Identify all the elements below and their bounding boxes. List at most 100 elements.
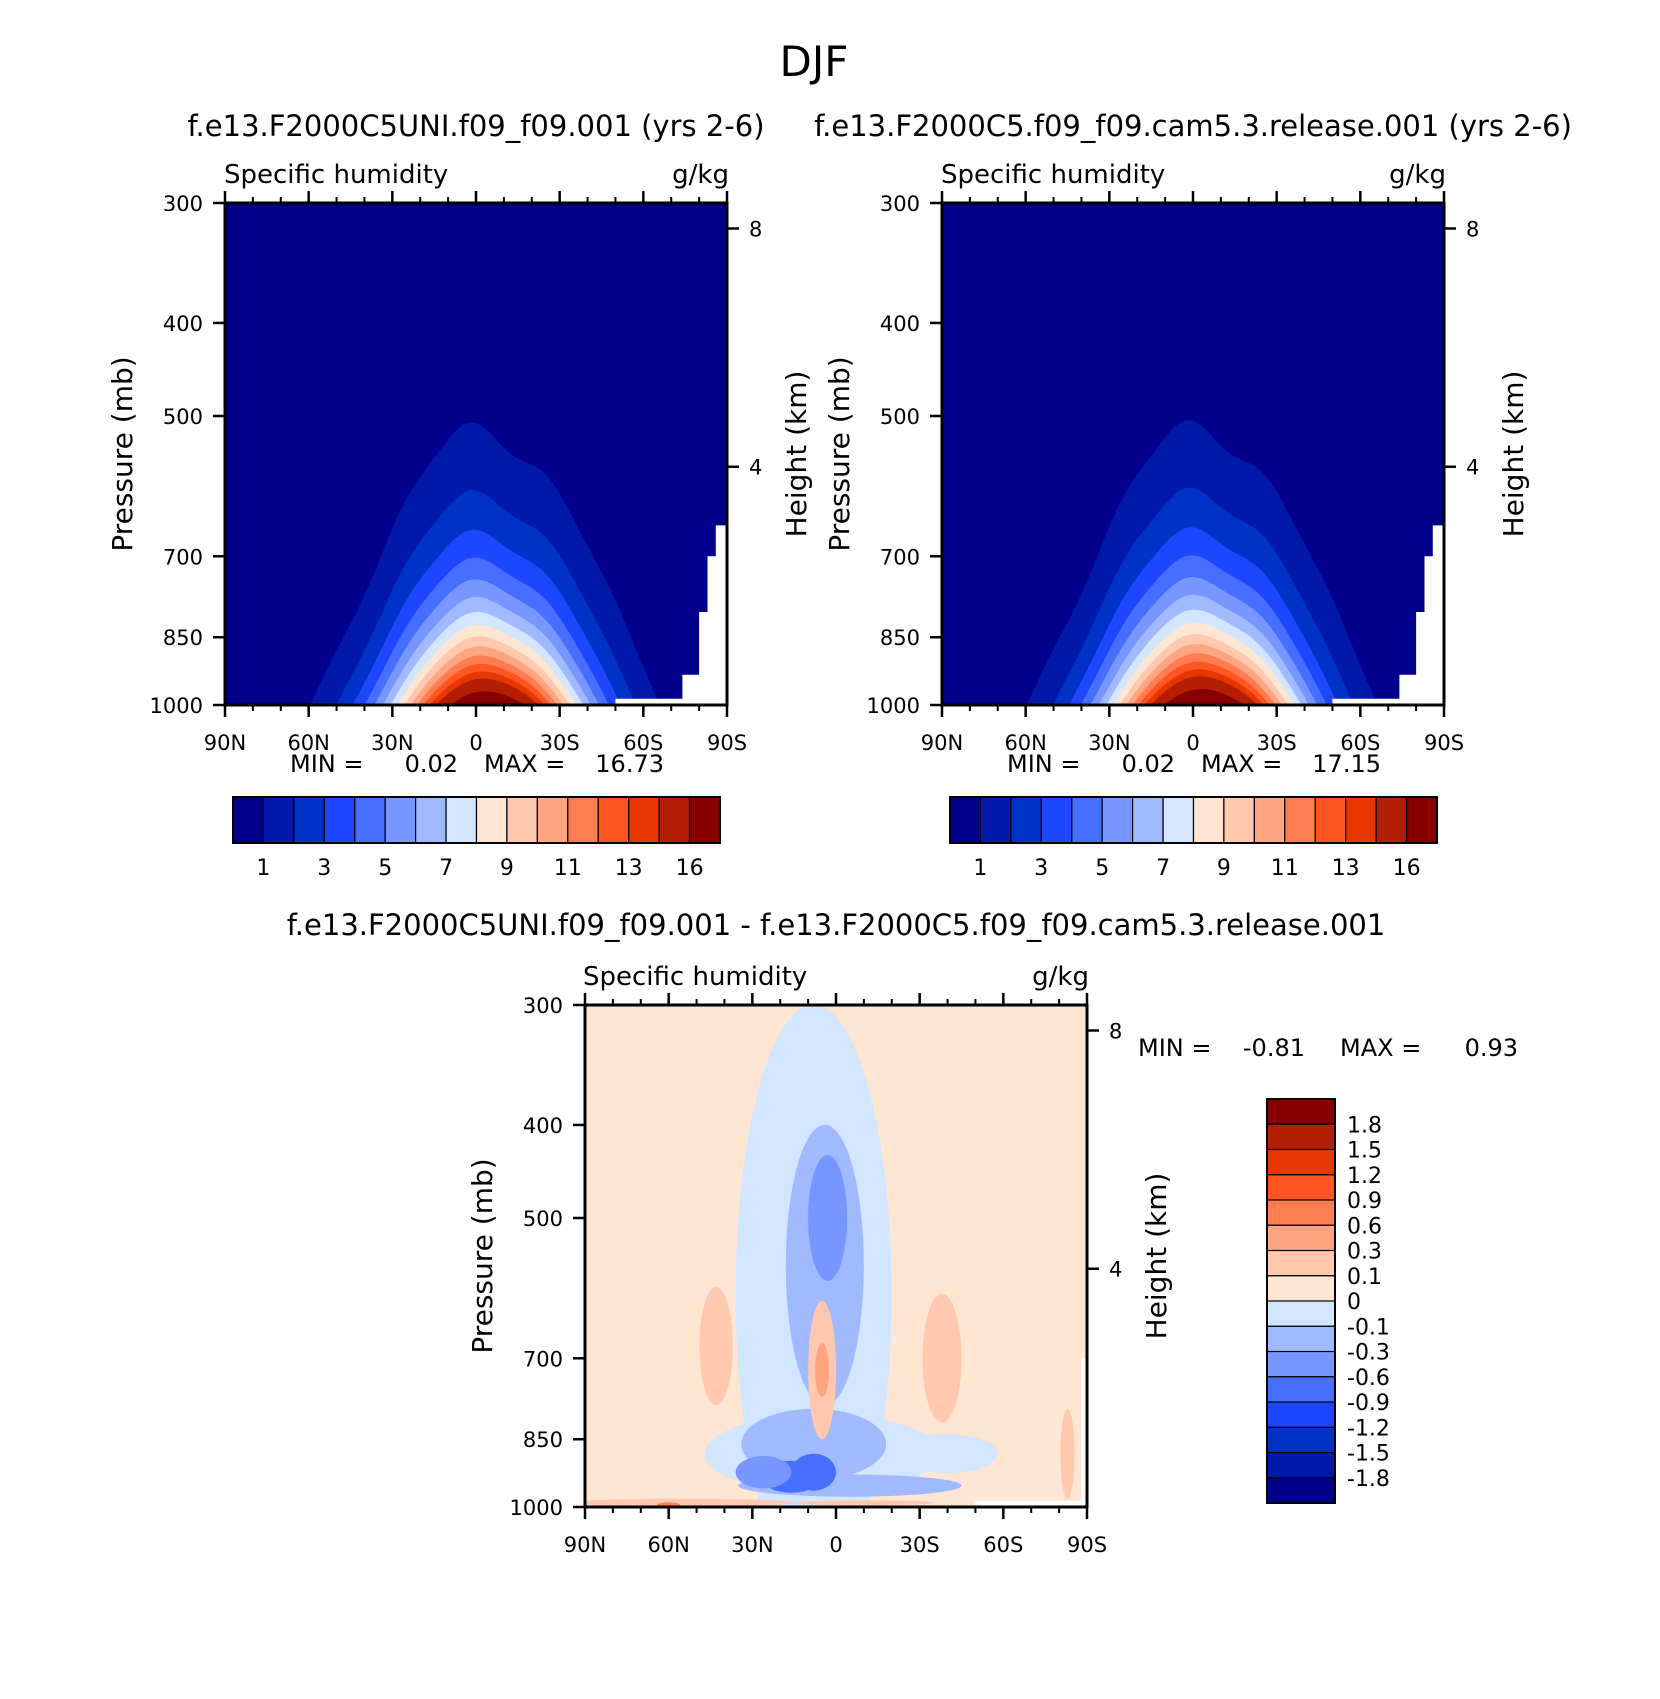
colorbar-swatch [415, 796, 447, 844]
panel-diff-max-label: MAX = [1340, 1034, 1421, 1062]
x-tick-label: 30N [371, 731, 413, 755]
panel-left-contours [225, 203, 727, 705]
y-tick-label: 300 [880, 192, 920, 216]
panel-diff-title: f.e13.F2000C5UNI.f09_f09.001 - f.e13.F20… [287, 908, 1386, 942]
colorbar-label: 0.9 [1347, 1189, 1382, 1214]
x-tick-label: 60N [1004, 731, 1046, 755]
x-tick-label: 60S [1340, 731, 1380, 755]
panel-left-units: g/kg [672, 160, 729, 190]
colorbar-label: 0.6 [1347, 1214, 1382, 1239]
colorbar-label: 5 [378, 856, 392, 881]
colorbar-label: -0.9 [1347, 1391, 1390, 1416]
panel-diff-min-label: MIN = [1138, 1034, 1211, 1062]
x-tick-label: 0 [1186, 731, 1199, 755]
colorbar-frame [949, 796, 1438, 844]
contour-band [942, 689, 1444, 705]
height-tick-label: 8 [749, 217, 762, 241]
panel-left: f.e13.F2000C5UNI.f09_f09.001 (yrs 2-6) S… [106, 109, 813, 881]
colorbar-swatch [323, 796, 356, 844]
colorbar-swatch [1266, 1249, 1336, 1277]
y-tick-label: 500 [523, 1207, 563, 1231]
panel-right-units: g/kg [1389, 160, 1446, 190]
colorbar-swatch [1266, 1199, 1336, 1226]
panel-right-title: f.e13.F2000C5.f09_f09.cam5.3.release.001… [814, 109, 1572, 143]
contour-band [225, 691, 727, 705]
height-tick-label: 4 [1466, 456, 1479, 480]
colorbar-swatch [536, 796, 569, 844]
panel-left-axes: 90N 60N 30N 0 30S 60S 90S 300 400 500 700 850 1000 8 4 [150, 191, 762, 755]
panel-diff-colorbar: 1.81.51.20.90.60.30.10-0.1-0.3-0.6-0.9-1… [1266, 1098, 1390, 1504]
diff-blob-positive [815, 1343, 830, 1397]
panel-diff-ylabel: Pressure (mb) [466, 1158, 499, 1353]
x-tick-label: 90S [1067, 1533, 1107, 1557]
panel-right-min-label: MIN = [1007, 750, 1080, 778]
panel-right-variable: Specific humidity [941, 160, 1165, 190]
colorbar-swatch [1040, 796, 1073, 844]
colorbar-frame [1266, 1098, 1336, 1504]
colorbar-swatch [1266, 1401, 1336, 1428]
colorbar-swatch [1101, 796, 1134, 844]
y-tick-label: 400 [880, 312, 920, 336]
panel-diff-ylabel-right: Height (km) [1140, 1173, 1173, 1340]
colorbar-label: 7 [439, 856, 453, 881]
colorbar-swatch [1266, 1098, 1336, 1125]
x-tick-label: 90S [1424, 731, 1464, 755]
x-tick-label: 90N [921, 731, 963, 755]
colorbar-swatch [293, 796, 325, 844]
height-tick-label: 8 [1466, 217, 1479, 241]
x-tick-label: 60N [287, 731, 329, 755]
panel-left-ylabel: Pressure (mb) [106, 356, 139, 551]
panel-diff-units: g/kg [1032, 962, 1089, 992]
colorbar-swatch [1314, 796, 1347, 844]
panel-right-max-value: 17.15 [1312, 750, 1381, 778]
colorbar-swatch [445, 796, 478, 844]
diff-blob-positive [699, 1287, 733, 1406]
colorbar-label: 11 [1271, 856, 1299, 881]
colorbar-label: 1 [973, 856, 987, 881]
x-tick-label: 60S [623, 731, 663, 755]
colorbar-swatch [949, 796, 981, 844]
panel-left-title: f.e13.F2000C5UNI.f09_f09.001 (yrs 2-6) [187, 109, 764, 143]
colorbar-swatch [1266, 1300, 1336, 1327]
colorbar-swatch [597, 796, 630, 844]
colorbar-label: 7 [1156, 856, 1170, 881]
colorbar-label: 1.2 [1347, 1164, 1382, 1189]
diff-blob-negative [735, 1456, 792, 1489]
panel-diff-max-value: 0.93 [1465, 1034, 1518, 1062]
topography-mask [615, 525, 727, 705]
height-tick-label: 4 [1109, 1258, 1122, 1282]
diff-blob-positive [922, 1294, 962, 1423]
colorbar-swatch [232, 796, 264, 844]
colorbar-label: 13 [615, 856, 643, 881]
colorbar-swatch [1284, 796, 1316, 844]
y-tick-label: 700 [163, 545, 203, 569]
panel-left-variable: Specific humidity [224, 160, 448, 190]
colorbar-swatch [1266, 1350, 1336, 1378]
colorbar-label: 1 [256, 856, 270, 881]
panel-left-min-value: 0.02 [405, 750, 458, 778]
panel-diff-contours [585, 1005, 1087, 1507]
colorbar-swatch [1266, 1451, 1336, 1479]
x-tick-label: 90N [564, 1533, 606, 1557]
panel-right-ylabel: Pressure (mb) [823, 356, 856, 551]
x-tick-label: 30N [1088, 731, 1130, 755]
panel-left-minmax: MIN = 0.02 MAX = 16.73 [290, 750, 664, 778]
figure-title: DJF [780, 37, 849, 86]
y-tick-label: 850 [880, 626, 920, 650]
panel-left-min-label: MIN = [290, 750, 363, 778]
colorbar-label: 1.8 [1347, 1113, 1382, 1138]
panel-right-min-value: 0.02 [1122, 750, 1175, 778]
panel-diff-axes: 90N 60N 30N 0 30S 60S 90S 300 400 500 700 850 1000 8 4 [510, 993, 1122, 1557]
colorbar-swatch [567, 796, 599, 844]
colorbar-swatch [384, 796, 417, 844]
y-tick-label: 1000 [150, 694, 203, 718]
colorbar-swatch [354, 796, 386, 844]
colorbar-label: -0.6 [1347, 1366, 1390, 1391]
panel-right-max-label: MAX = [1201, 750, 1282, 778]
colorbar-swatch [1253, 796, 1286, 844]
colorbar-label: 16 [676, 856, 704, 881]
colorbar-swatch [262, 796, 295, 844]
height-tick-label: 8 [1109, 1019, 1122, 1043]
colorbar-swatch [1266, 1174, 1336, 1201]
